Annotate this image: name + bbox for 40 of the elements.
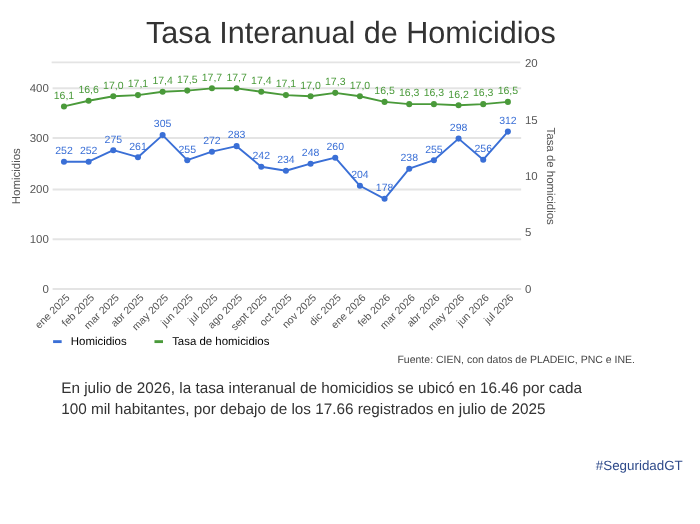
point xyxy=(134,92,141,99)
point xyxy=(406,165,413,172)
point xyxy=(110,147,117,154)
point xyxy=(184,87,191,94)
point xyxy=(258,163,265,170)
point xyxy=(208,85,215,92)
point xyxy=(159,88,166,95)
point xyxy=(134,154,141,161)
point xyxy=(85,97,92,104)
point xyxy=(430,101,437,108)
point xyxy=(60,103,67,110)
point xyxy=(381,195,388,202)
point xyxy=(332,154,339,161)
point xyxy=(430,157,437,164)
point xyxy=(504,128,511,135)
point xyxy=(504,98,511,105)
point xyxy=(307,160,314,167)
point xyxy=(480,101,487,108)
point xyxy=(480,156,487,163)
point xyxy=(332,89,339,96)
point xyxy=(356,93,363,100)
point xyxy=(208,148,215,155)
point xyxy=(233,143,240,150)
point xyxy=(455,102,462,109)
point xyxy=(282,92,289,99)
point xyxy=(381,98,388,105)
point xyxy=(184,157,191,164)
point xyxy=(60,158,67,165)
point xyxy=(356,182,363,189)
chart-title: Tasa Interanual de Homicidios xyxy=(146,17,557,52)
text: En julio de 2026, la tasa interanual de homicidios se ubicó en 16.46 por cada 100 mil habitantes, por debajo de los 17.66 registrados en julio de 2025 xyxy=(61,379,584,419)
point xyxy=(110,93,117,100)
point xyxy=(455,135,462,142)
point xyxy=(85,158,92,165)
point xyxy=(233,85,240,92)
point xyxy=(258,88,265,95)
point xyxy=(406,101,413,108)
point xyxy=(159,132,166,139)
point xyxy=(282,167,289,174)
point xyxy=(307,93,314,100)
